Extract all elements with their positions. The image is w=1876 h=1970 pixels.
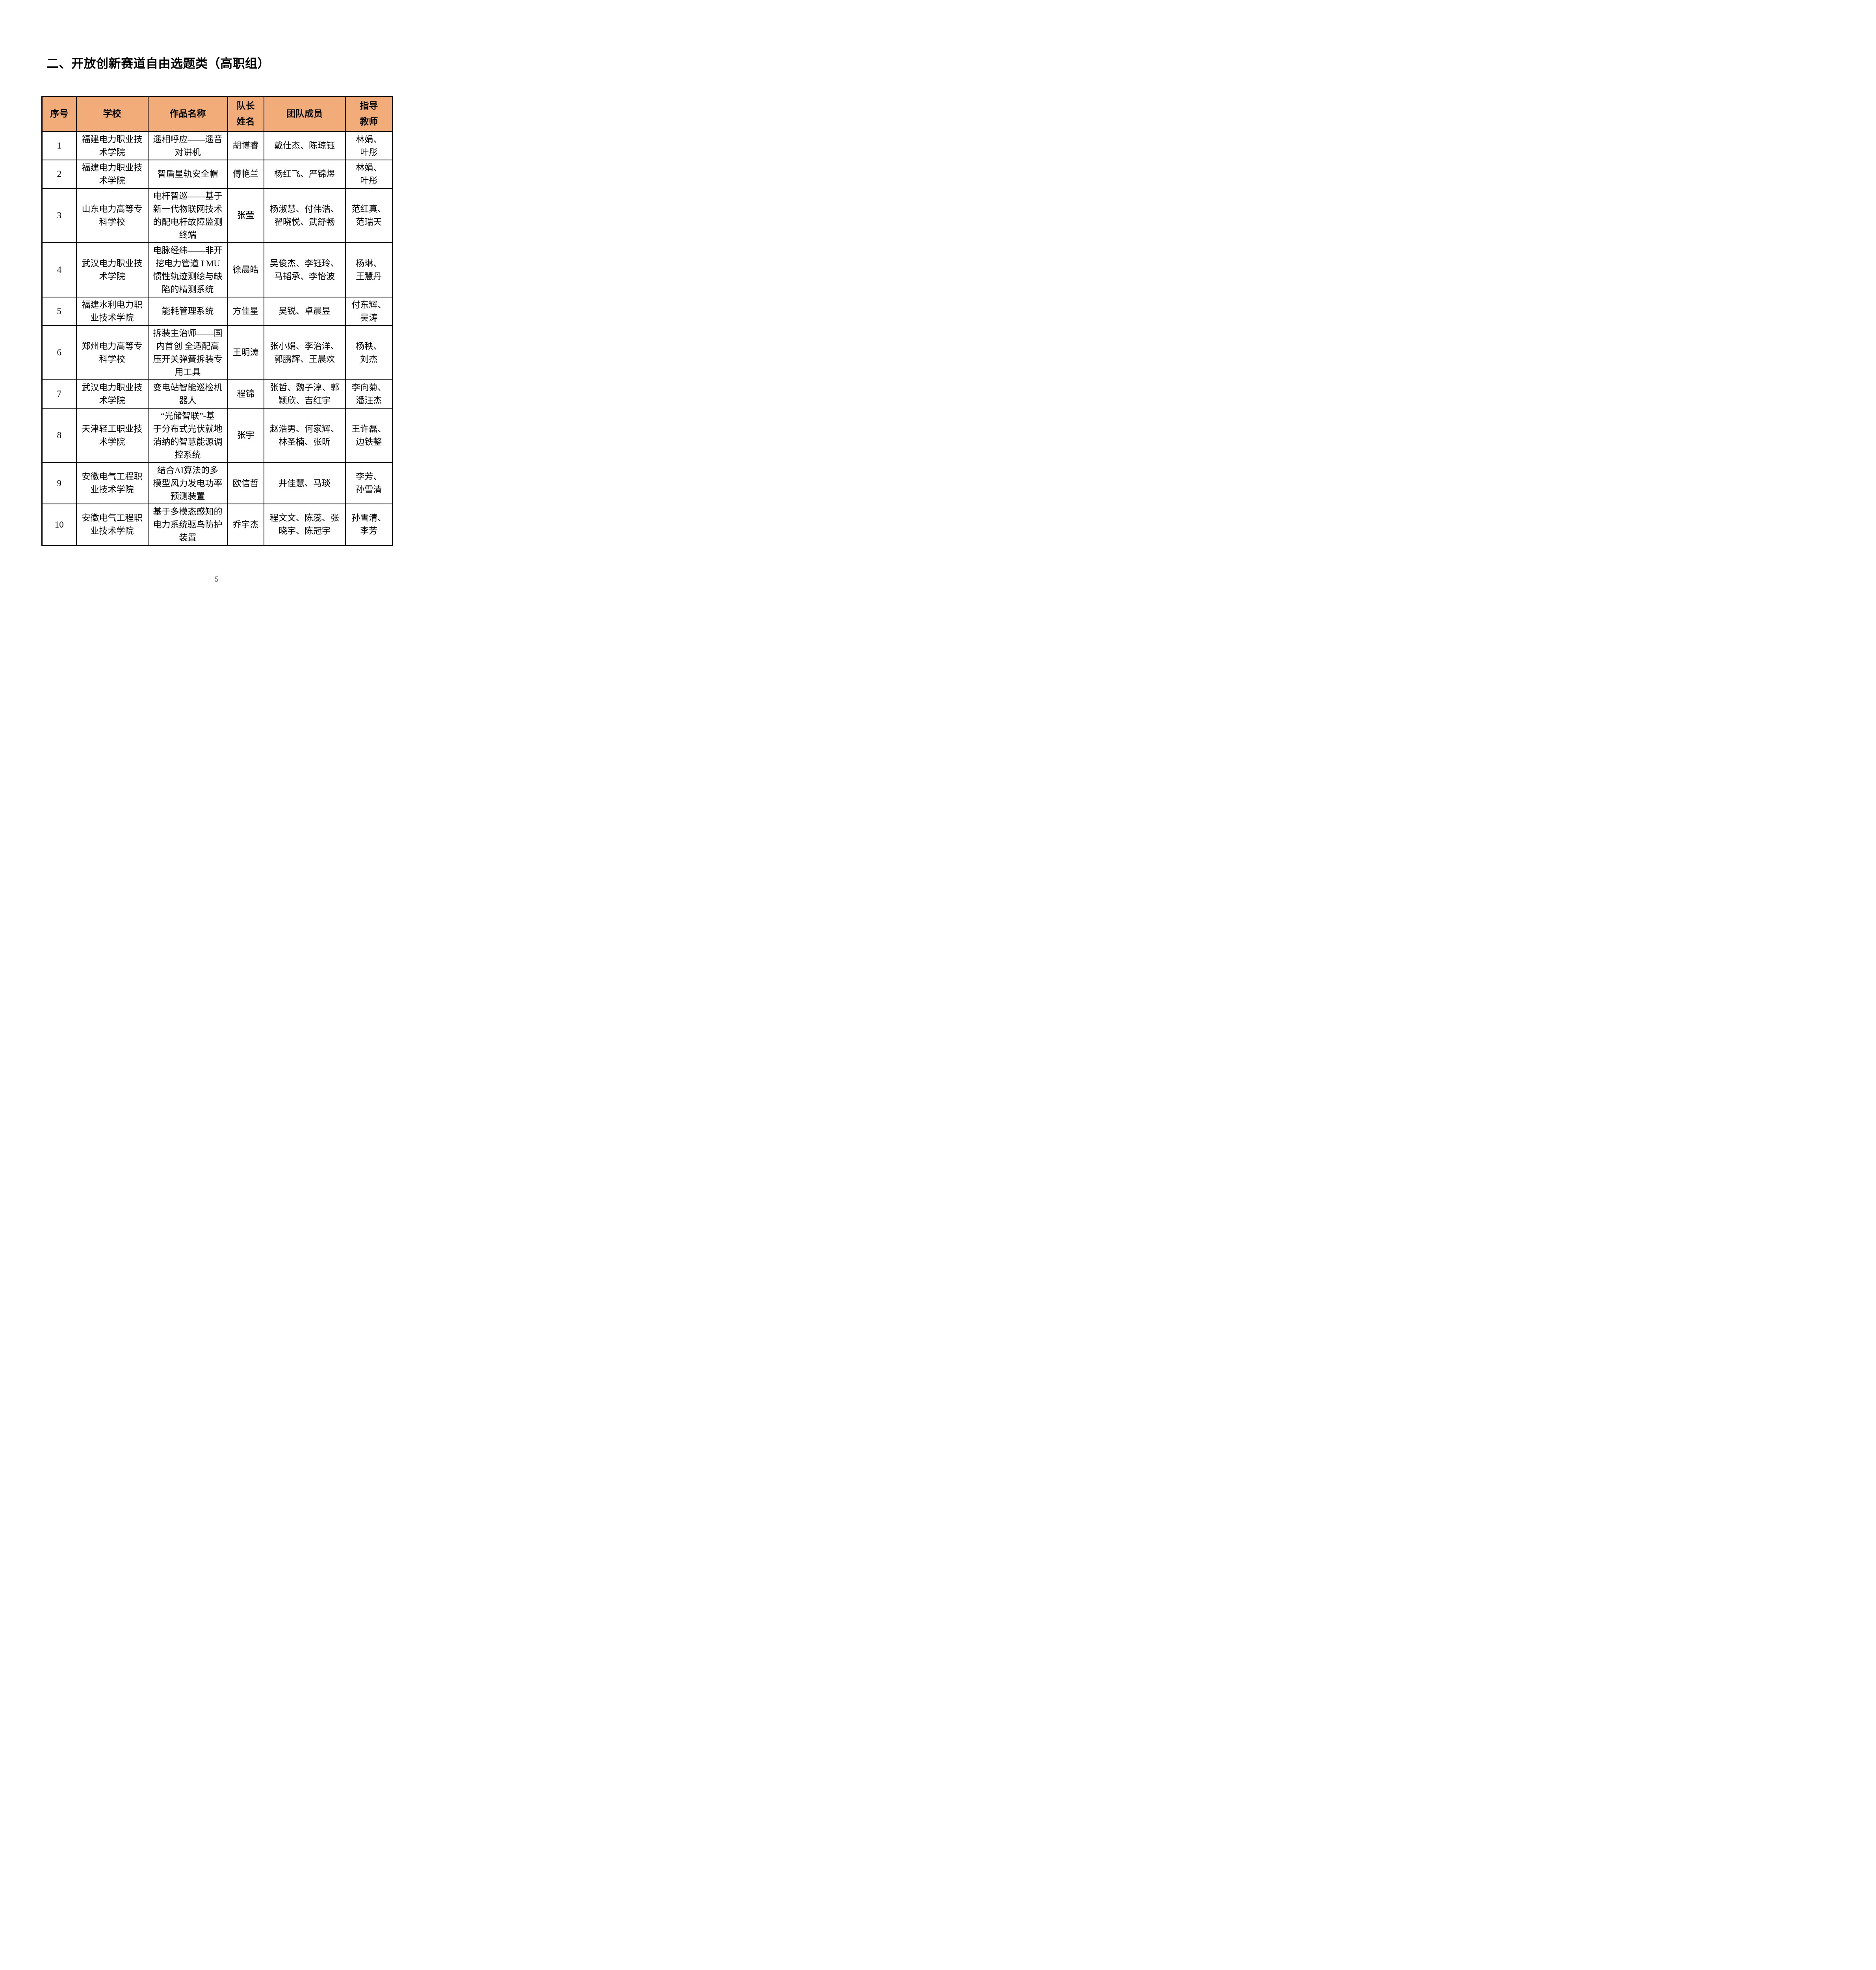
cell-members: 杨淑慧、付伟浩、 翟晓悦、武舒畅 <box>263 188 346 243</box>
cell-leader: 方佳星 <box>227 296 264 326</box>
header-cell-leader: 队长 姓名 <box>227 96 264 132</box>
cell-leader: 欧信哲 <box>227 462 264 504</box>
cell-teachers: 范红真、 范瑞天 <box>345 188 393 243</box>
page-number: 5 <box>215 575 219 584</box>
cell-no: 4 <box>41 242 77 297</box>
cell-teachers: 孙雪清、 李芳 <box>345 503 393 546</box>
header-cell-members: 团队成员 <box>263 96 346 132</box>
cell-work: 基于多模态感知的 电力系统驱鸟防护 装置 <box>147 503 228 546</box>
cell-members: 赵浩男、何家辉、 林圣楠、张昕 <box>263 407 346 463</box>
cell-members: 程文文、陈蕊、张 晓宇、陈冠宇 <box>263 503 346 546</box>
cell-work: 结合AI算法的多 模型风力发电功率 预测装置 <box>147 462 228 504</box>
table-row: 2 福建电力职业技 术学院 智盾星轨安全帽 傅艳兰 杨红飞、严锦煜 林娟、 叶彤 <box>41 159 393 189</box>
cell-leader: 张宇 <box>227 407 264 463</box>
section-title: 二、开放创新赛道自由选题类（高职组） <box>46 57 270 71</box>
cell-teachers: 林娟、 叶彤 <box>345 159 393 189</box>
cell-work: 变电站智能巡检机 器人 <box>147 379 228 409</box>
table-row: 4 武汉电力职业技 术学院 电脉经纬——非开 挖电力管道 I MU 惯性轨迹测绘… <box>41 242 393 297</box>
cell-school: 福建电力职业技 术学院 <box>76 159 149 189</box>
cell-teachers: 付东辉、 吴涛 <box>345 296 393 326</box>
cell-work: 拆装主治师——国 内首创 全适配高 压开关弹簧拆装专 用工具 <box>147 325 228 380</box>
cell-members: 井佳慧、马琰 <box>263 462 346 504</box>
cell-school: 武汉电力职业技 术学院 <box>76 242 149 297</box>
cell-school: 福建电力职业技 术学院 <box>76 131 149 160</box>
cell-leader: 徐晨皓 <box>227 242 264 297</box>
cell-leader: 王明涛 <box>227 325 264 380</box>
cell-no: 3 <box>41 188 77 243</box>
table-row: 6 郑州电力高等专 科学校 拆装主治师——国 内首创 全适配高 压开关弹簧拆装专… <box>41 325 393 380</box>
document-page: 二、开放创新赛道自由选题类（高职组） 序号 学校 作品名称 队长 姓名 团队成员… <box>0 0 433 613</box>
cell-leader: 胡博睿 <box>227 131 264 160</box>
cell-leader: 程锦 <box>227 379 264 409</box>
cell-school: 福建水利电力职 业技术学院 <box>76 296 149 326</box>
table-row: 8 天津轻工职业技 术学院 “光储智联”-基 于分布式光伏就地 消纳的智慧能源调… <box>41 407 393 463</box>
cell-teachers: 杨秧、 刘杰 <box>345 325 393 380</box>
cell-work: 智盾星轨安全帽 <box>147 159 228 189</box>
table-row: 7 武汉电力职业技 术学院 变电站智能巡检机 器人 程锦 张哲、魏子淳、郭 颖欣… <box>41 379 393 409</box>
table-row: 5 福建水利电力职 业技术学院 能耗管理系统 方佳星 吴锐、卓晨昱 付东辉、 吴… <box>41 296 393 326</box>
cell-members: 张哲、魏子淳、郭 颖欣、吉红宇 <box>263 379 346 409</box>
cell-teachers: 王许磊、 边铁鏊 <box>345 407 393 463</box>
cell-work: 电脉经纬——非开 挖电力管道 I MU 惯性轨迹测绘与缺 陷的精测系统 <box>147 242 228 297</box>
cell-school: 天津轻工职业技 术学院 <box>76 407 149 463</box>
header-cell-school: 学校 <box>76 96 149 132</box>
cell-no: 5 <box>41 296 77 326</box>
results-table: 序号 学校 作品名称 队长 姓名 团队成员 指导 教师 1 福建电力职业技 术学… <box>41 96 393 546</box>
table-row: 1 福建电力职业技 术学院 遥相呼应——遥音 对讲机 胡博睿 戴仕杰、陈琼钰 林… <box>41 131 393 160</box>
cell-members: 吴锐、卓晨昱 <box>263 296 346 326</box>
table-row: 3 山东电力高等专 科学校 电杆智巡——基于 新一代物联网技术 的配电杆故障监测… <box>41 188 393 243</box>
cell-teachers: 林娟、 叶彤 <box>345 131 393 160</box>
cell-leader: 张莹 <box>227 188 264 243</box>
cell-members: 戴仕杰、陈琼钰 <box>263 131 346 160</box>
cell-no: 8 <box>41 407 77 463</box>
table-row: 10 安徽电气工程职 业技术学院 基于多模态感知的 电力系统驱鸟防护 装置 乔宇… <box>41 503 393 546</box>
cell-no: 10 <box>41 503 77 546</box>
header-cell-no: 序号 <box>41 96 77 132</box>
cell-work: “光储智联”-基 于分布式光伏就地 消纳的智慧能源调 控系统 <box>147 407 228 463</box>
cell-members: 吴俊杰、李钰玲、 马韬承、李怡波 <box>263 242 346 297</box>
cell-no: 9 <box>41 462 77 504</box>
table-row: 9 安徽电气工程职 业技术学院 结合AI算法的多 模型风力发电功率 预测装置 欧… <box>41 462 393 504</box>
cell-no: 7 <box>41 379 77 409</box>
cell-members: 张小娟、李治洋、 郭鹏辉、王晨欢 <box>263 325 346 380</box>
header-cell-work: 作品名称 <box>147 96 228 132</box>
cell-school: 武汉电力职业技 术学院 <box>76 379 149 409</box>
cell-no: 1 <box>41 131 77 160</box>
cell-leader: 乔宇杰 <box>227 503 264 546</box>
cell-no: 6 <box>41 325 77 380</box>
cell-work: 遥相呼应——遥音 对讲机 <box>147 131 228 160</box>
cell-teachers: 李向菊、 潘汪杰 <box>345 379 393 409</box>
cell-school: 安徽电气工程职 业技术学院 <box>76 462 149 504</box>
cell-no: 2 <box>41 159 77 189</box>
cell-school: 山东电力高等专 科学校 <box>76 188 149 243</box>
cell-work: 电杆智巡——基于 新一代物联网技术 的配电杆故障监测 终端 <box>147 188 228 243</box>
table-header-row: 序号 学校 作品名称 队长 姓名 团队成员 指导 教师 <box>41 96 393 132</box>
cell-school: 安徽电气工程职 业技术学院 <box>76 503 149 546</box>
cell-work: 能耗管理系统 <box>147 296 228 326</box>
cell-teachers: 李芳、 孙雪清 <box>345 462 393 504</box>
cell-school: 郑州电力高等专 科学校 <box>76 325 149 380</box>
cell-members: 杨红飞、严锦煜 <box>263 159 346 189</box>
cell-teachers: 杨琳、 王慧丹 <box>345 242 393 297</box>
header-cell-teachers: 指导 教师 <box>345 96 393 132</box>
cell-leader: 傅艳兰 <box>227 159 264 189</box>
